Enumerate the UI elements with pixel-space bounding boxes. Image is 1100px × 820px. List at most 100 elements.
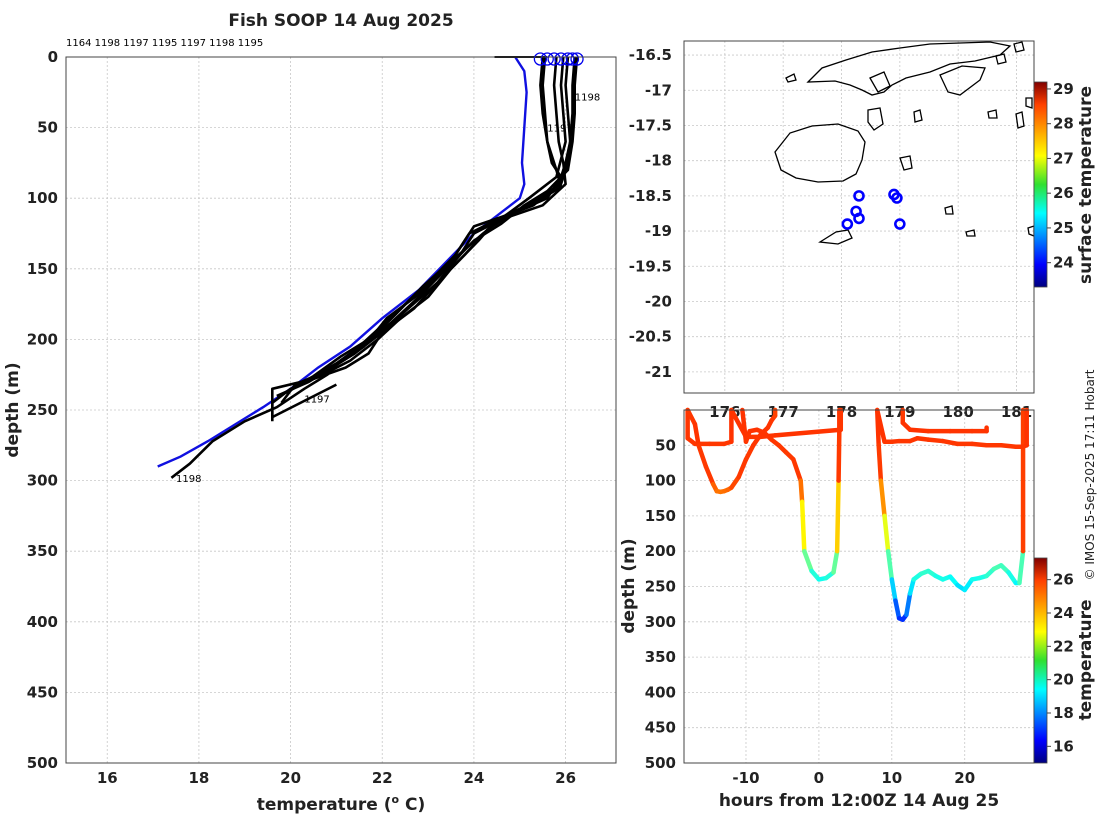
- coast-islet-14: [1013, 41, 1025, 53]
- colorbar-tick-label: 26: [1053, 571, 1074, 589]
- cast-track-segment: [940, 438, 960, 447]
- depth-tick-label: 500: [645, 754, 676, 772]
- colorbar-tick-label: 22: [1053, 637, 1074, 655]
- cast-track-segment: [876, 443, 884, 483]
- cast-tracks-layer: [685, 407, 1029, 622]
- surface-colorbar-label: surface temperature: [1076, 86, 1096, 284]
- colorbar-tick-label: 20: [1053, 671, 1074, 689]
- x-tick-label: 24: [463, 769, 484, 787]
- station-marker: [891, 192, 903, 204]
- cast-track-segment: [685, 407, 698, 427]
- x-axis-label-end: C): [399, 795, 425, 815]
- surface-start-circle: [533, 52, 548, 66]
- y-tick-label: 300: [27, 472, 58, 490]
- cast-track-segment: [736, 457, 749, 480]
- cast-track-segment: [893, 598, 902, 621]
- colorbar-tick-label: 29: [1053, 80, 1074, 98]
- cast-track-segment: [926, 437, 946, 444]
- surface-start-circle: [540, 52, 554, 66]
- profile-line: [276, 56, 563, 398]
- surface-temperature-colorbar: [1033, 81, 1048, 288]
- station-marker: [894, 218, 906, 230]
- coast-islet-9: [1025, 97, 1033, 109]
- colorbar-tick-label: 26: [1053, 184, 1074, 202]
- map-lat-tick-label: -18.5: [629, 187, 672, 205]
- timedepth-x-axis-label: hours from 12:00Z 14 Aug 25: [719, 791, 999, 811]
- map-lat-tick-label: -19.5: [629, 257, 672, 275]
- coastlines: [774, 41, 1035, 245]
- station-marker: [853, 190, 865, 202]
- map-lat-tick-label: -20: [645, 292, 672, 310]
- cast-track-segment: [882, 513, 891, 554]
- y-tick-label: 100: [27, 189, 58, 207]
- map-lat-tick-label: -17.5: [629, 116, 672, 134]
- cast-track-segment: [696, 443, 709, 469]
- surface-start-circle: [547, 52, 561, 66]
- cast-track-segment: [998, 443, 1019, 449]
- profile-panel: 16 18 20 22 24 26 0 50 100 150 200 250 300 350 400 450 5…: [3, 11, 617, 815]
- cast-track-segment: [889, 577, 898, 603]
- map-lat-tick-label: -17: [645, 81, 672, 99]
- surface-start-circle: [570, 52, 584, 66]
- temperature-colorbar-ticks: 16 18 20 22 24 26: [1047, 571, 1074, 755]
- surface-start-circle: [561, 52, 575, 66]
- cast-id-annotation: 1198: [176, 474, 201, 485]
- coast-viti-levu: [774, 123, 866, 183]
- coast-taveuni: [939, 65, 986, 96]
- x-tick-label: 20: [280, 769, 301, 787]
- x-axis-label-sup: o: [392, 793, 400, 806]
- cast-track-segment: [791, 457, 803, 483]
- y-tick-label: 0: [48, 48, 58, 66]
- cast-track-segment: [799, 499, 807, 554]
- map-lat-tick-label: -18: [645, 152, 672, 170]
- cast-track-segment: [802, 548, 814, 574]
- depth-tick-label: 250: [645, 578, 676, 596]
- map-lat-tick-label: -16.5: [629, 46, 672, 64]
- x-axis-label: temperature (o C): [257, 793, 426, 815]
- time-tick-label: -10: [732, 769, 759, 787]
- cast-track-segment: [834, 478, 841, 554]
- cast-id-annotation: 1197: [304, 395, 329, 406]
- coast-vanua-levu: [806, 41, 1012, 96]
- y-tick-label: 450: [27, 683, 58, 701]
- y-tick-label: 250: [27, 401, 58, 419]
- cast-track-segment: [904, 591, 913, 617]
- depth-tick-label: 100: [645, 472, 676, 490]
- cast-track-segment: [772, 427, 844, 438]
- profile-grid: [66, 56, 616, 764]
- colorbar-tick-label: 28: [1053, 115, 1074, 133]
- profile-ticks: 16 18 20 22 24 26 0 50 100 150 200 250 300 350 400 450 5…: [27, 48, 576, 787]
- map-grid: [684, 41, 1034, 393]
- y-tick-label: 400: [27, 613, 58, 631]
- y-tick-label: 500: [27, 754, 58, 772]
- coast-islet-2: [869, 71, 891, 93]
- cast-track-segment: [878, 478, 887, 519]
- cast-track-segment: [740, 407, 749, 445]
- x-tick-label: 18: [188, 769, 209, 787]
- map-lon-tick-label: 179: [884, 403, 915, 421]
- profile-line: [170, 56, 563, 479]
- station-marker: [853, 212, 865, 225]
- colorbar-tick-label: 24: [1053, 604, 1074, 622]
- colorbar-tick-label: 16: [1053, 737, 1074, 755]
- depth-tick-label: 400: [645, 683, 676, 701]
- copyright-stamp: © IMOS 15-Sep-2025 17:11 Hobart: [1083, 369, 1097, 580]
- map-panel: 176177178179180181-16.5-17-17.5-18-18.5-…: [629, 40, 1096, 421]
- y-tick-label: 150: [27, 260, 58, 278]
- timedepth-panel: -10 0 10 20 50 100 150 200 250 300 350 400 450 500 ho…: [619, 407, 1096, 811]
- coast-islet-8: [1015, 111, 1025, 129]
- profile-plot-frame: [65, 56, 617, 764]
- cast-id-annotation: 1197: [547, 124, 572, 135]
- depth-tick-label: 350: [645, 648, 676, 666]
- colorbar-tick-label: 18: [1053, 704, 1074, 722]
- profile-line: [270, 56, 567, 419]
- depth-tick-label: 450: [645, 719, 676, 737]
- cast-track-segment: [874, 407, 887, 445]
- time-tick-label: 20: [954, 769, 975, 787]
- surface-start-circle: [565, 52, 580, 66]
- temperature-colorbar-label: temperature: [1076, 599, 1096, 720]
- time-tick-label: 0: [814, 769, 824, 787]
- coast-islet-10: [987, 109, 998, 119]
- coast-islet-13: [995, 53, 1007, 65]
- timedepth-grid: [684, 409, 1034, 764]
